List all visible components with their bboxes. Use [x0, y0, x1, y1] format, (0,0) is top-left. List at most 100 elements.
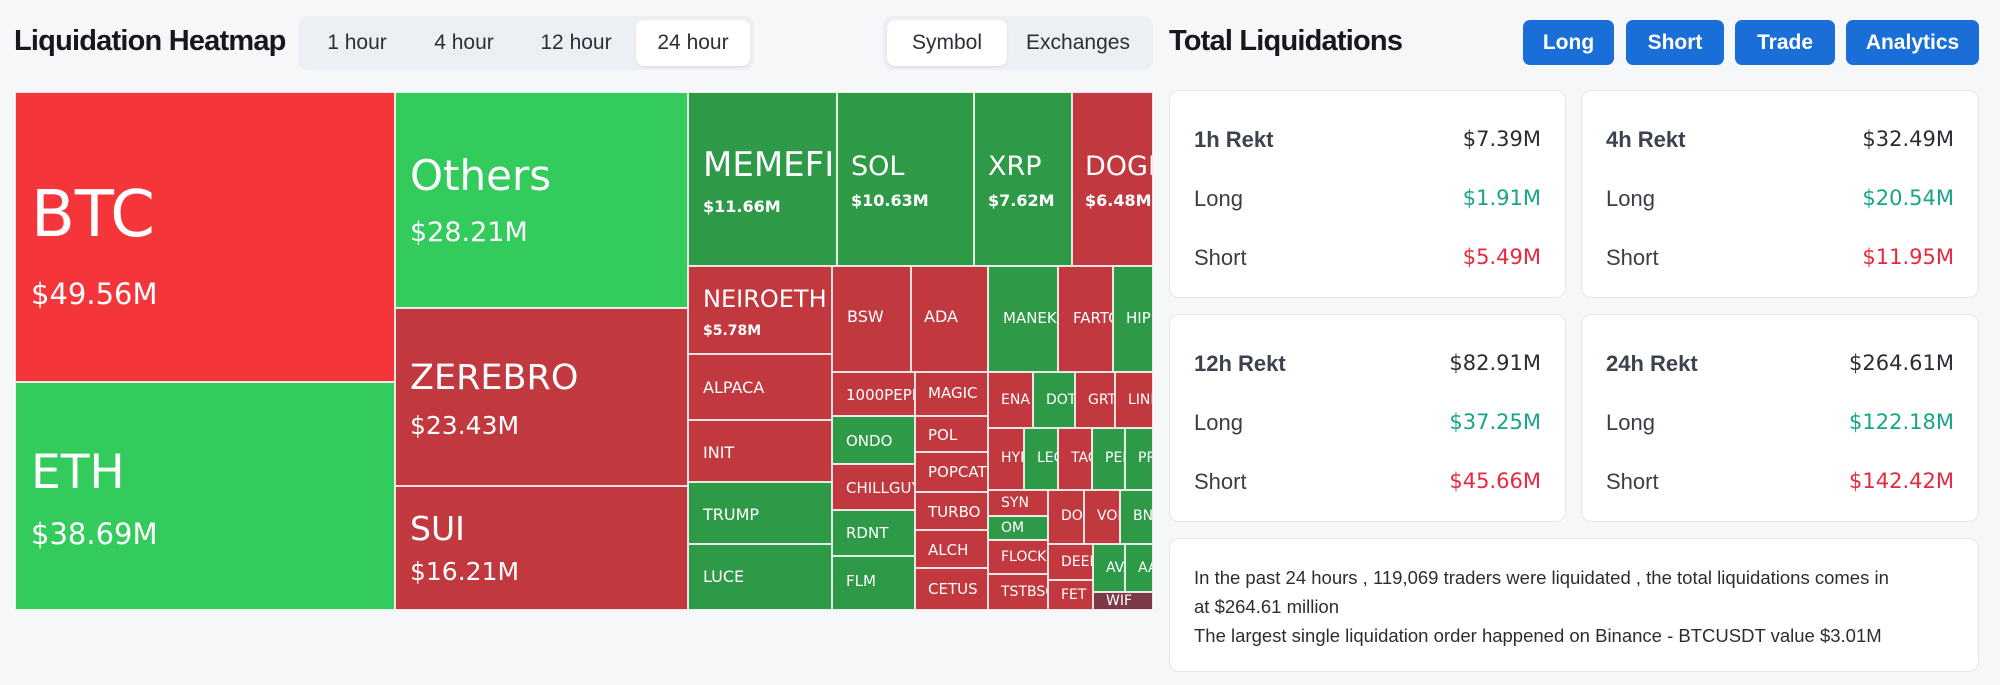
rekt-card-1h: 1h Rekt $7.39M Long $1.91M Short $5.49M — [1169, 90, 1566, 298]
tile-cetus[interactable]: CETUS — [915, 568, 988, 610]
tile-value: $49.56M — [31, 277, 158, 311]
rekt-card-24h: 24h Rekt $264.61M Long $122.18M Short $142.… — [1581, 314, 1979, 522]
tile-symbol: NEIROETH — [703, 285, 827, 313]
tile-symbol: ZEREBRO — [410, 358, 579, 398]
tile-wif[interactable]: WIF — [1093, 592, 1153, 610]
tile-symbol: ALPACA — [703, 378, 765, 397]
tile-popcat[interactable]: POPCAT — [915, 452, 988, 492]
view-exchanges[interactable]: Exchanges — [1026, 31, 1130, 54]
summary-line-2: at $264.61 million — [1194, 596, 1340, 617]
tile-symbol: VON — [1097, 508, 1119, 524]
timeframe-24h[interactable]: 24 hour — [636, 20, 750, 66]
tile-dot[interactable]: DOT — [1033, 372, 1075, 428]
tile-bnb[interactable]: BNB — [1120, 490, 1153, 544]
rekt-card-4h: 4h Rekt $32.49M Long $20.54M Short $11.95M — [1581, 90, 1979, 298]
tile-others[interactable]: Others $28.21M — [395, 92, 688, 308]
tile-link[interactable]: LINK — [1115, 372, 1153, 428]
tile-deep[interactable]: DEEP — [1048, 544, 1093, 580]
analytics-button[interactable]: Analytics — [1846, 20, 1979, 65]
tile-init[interactable]: INIT — [688, 420, 832, 482]
tile-pepe[interactable]: PEPE — [1092, 428, 1125, 490]
tile-doge[interactable]: DOGE $6.48M — [1072, 92, 1153, 266]
tile-symbol: MANEKI — [1003, 309, 1058, 327]
tile-zerebro[interactable]: ZEREBRO $23.43M — [395, 308, 688, 486]
tile-pro[interactable]: PRO — [1125, 428, 1153, 490]
tile-symbol: 1000PEPE — [846, 386, 915, 404]
timeframe-12h[interactable]: 12 hour — [540, 31, 612, 54]
view-mode-selector: Symbol Exchanges — [883, 16, 1153, 70]
tile-luce[interactable]: LUCE — [688, 544, 832, 610]
tile-symbol: SUI — [410, 509, 465, 548]
tile-trump[interactable]: TRUMP — [688, 482, 832, 544]
tile-hippo[interactable]: HIPPO — [1113, 266, 1153, 372]
tile-symbol: TAO — [1071, 450, 1091, 466]
tile-sol[interactable]: SOL $10.63M — [837, 92, 974, 266]
long-button[interactable]: Long — [1523, 20, 1614, 65]
view-symbol[interactable]: Symbol — [887, 20, 1007, 66]
tile-flock[interactable]: FLOCK — [988, 540, 1048, 574]
tile-symbol: Others — [410, 151, 552, 200]
card-label: 24h Rekt — [1606, 351, 1698, 376]
card-label: 12h Rekt — [1194, 351, 1286, 376]
card-label: 1h Rekt — [1194, 127, 1274, 152]
tile-sui[interactable]: SUI $16.21M — [395, 486, 688, 610]
tile-symbol: LEO — [1037, 450, 1057, 466]
tile-turbo[interactable]: TURBO — [915, 492, 988, 530]
tile-symbol: DOG — [1061, 508, 1083, 524]
tile-rdnt[interactable]: RDNT — [832, 510, 915, 556]
tile-chillguy[interactable]: CHILLGUY — [832, 464, 915, 510]
tile-symbol: INIT — [703, 443, 735, 462]
tile-symbol: AVAX — [1106, 560, 1124, 576]
card-total: $264.61M — [1849, 351, 1954, 375]
trade-button[interactable]: Trade — [1735, 20, 1835, 65]
tile-ondo[interactable]: ONDO — [832, 416, 915, 464]
tile-eth[interactable]: ETH $38.69M — [15, 382, 395, 610]
tile-value: $6.48M — [1085, 191, 1152, 210]
tile-symbol: HIPPO — [1126, 309, 1152, 327]
short-value: $142.42M — [1849, 469, 1954, 493]
tile-tao[interactable]: TAO — [1058, 428, 1092, 490]
tile-tstbsc[interactable]: TSTBSC — [988, 574, 1048, 610]
tile-symbol: ENA — [1001, 392, 1030, 408]
tile-alch[interactable]: ALCH — [915, 530, 988, 568]
tile-syn[interactable]: SYN — [988, 490, 1048, 516]
tile-symbol: ADA — [924, 307, 958, 326]
tile-ena[interactable]: ENA — [988, 372, 1033, 428]
timeframe-1h[interactable]: 1 hour — [327, 31, 387, 54]
tile-fet[interactable]: FET — [1048, 580, 1093, 610]
tile-flm[interactable]: FLM — [832, 556, 915, 610]
tile-symbol: RDNT — [846, 524, 889, 542]
short-label: Short — [1194, 245, 1247, 270]
timeframe-4h[interactable]: 4 hour — [434, 31, 494, 54]
tile-value: $11.66M — [703, 197, 781, 216]
short-button[interactable]: Short — [1626, 20, 1724, 65]
card-total: $7.39M — [1462, 127, 1541, 151]
tile-dog[interactable]: DOG — [1048, 490, 1084, 544]
tile-symbol: POL — [928, 426, 958, 444]
tile-symbol: ONDO — [846, 432, 893, 450]
tile-grt[interactable]: GRT — [1075, 372, 1115, 428]
heatmap-title: Liquidation Heatmap — [14, 25, 286, 57]
long-value: $122.18M — [1849, 410, 1954, 434]
tile-memefi[interactable]: MEMEFI $11.66M — [688, 92, 837, 266]
short-label: Short — [1606, 469, 1659, 494]
tile-value: $10.63M — [851, 191, 929, 210]
tile-avax[interactable]: AVAX — [1093, 544, 1125, 592]
tile-fartcoin[interactable]: FARTCOIN — [1058, 266, 1113, 372]
tile-neiroeth[interactable]: NEIROETH $5.78M — [688, 266, 832, 354]
tile-aave[interactable]: AAVE — [1125, 544, 1153, 592]
tile-bsw[interactable]: BSW — [832, 266, 911, 372]
tile-1000pepe[interactable]: 1000PEPE — [832, 372, 915, 416]
tile-hype[interactable]: HYPE — [988, 428, 1024, 490]
tile-pol[interactable]: POL — [915, 416, 988, 452]
tile-leo[interactable]: LEO — [1024, 428, 1058, 490]
tile-xrp[interactable]: XRP $7.62M — [974, 92, 1072, 266]
tile-btc[interactable]: BTC $49.56M — [15, 92, 395, 382]
tile-alpaca[interactable]: ALPACA — [688, 354, 832, 420]
tile-maneki[interactable]: MANEKI — [988, 266, 1058, 372]
tile-ada[interactable]: ADA — [911, 266, 988, 372]
liquidation-summary: In the past 24 hours , 119,069 traders w… — [1169, 538, 1979, 672]
tile-om[interactable]: OM — [988, 516, 1048, 540]
tile-magic[interactable]: MAGIC — [915, 372, 988, 416]
tile-von[interactable]: VON — [1084, 490, 1120, 544]
